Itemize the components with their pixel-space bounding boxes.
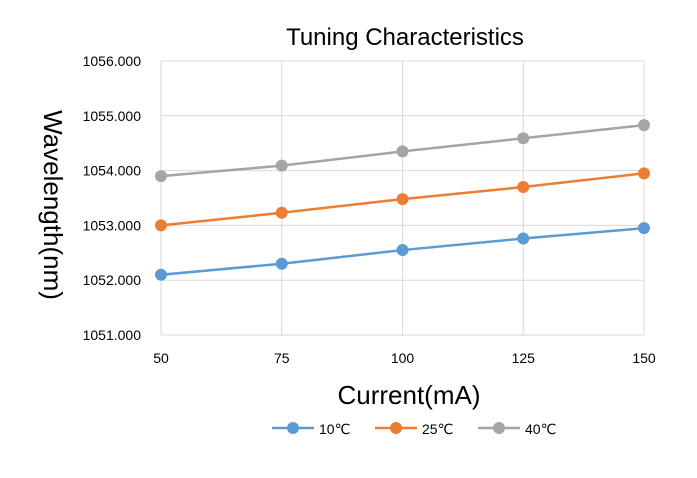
legend-marker xyxy=(493,422,505,434)
series-points xyxy=(155,119,650,281)
data-point xyxy=(275,257,288,270)
x-axis-label: Current(mA) xyxy=(337,380,480,410)
gridlines xyxy=(160,60,645,336)
chart-title: Tuning Characteristics xyxy=(286,24,524,51)
y-tick-label: 1052.000 xyxy=(83,272,142,288)
data-point xyxy=(275,206,288,219)
data-point xyxy=(396,193,409,206)
legend: 10℃ 25℃ 40℃ xyxy=(272,421,556,437)
y-tick-label: 1051.000 xyxy=(83,327,142,343)
y-tick-label: 1054.000 xyxy=(83,163,142,179)
y-axis-ticks: 1051.000 1052.000 1053.000 1054.000 1055.000… xyxy=(83,53,142,343)
y-tick-label: 1053.000 xyxy=(83,217,142,233)
data-point xyxy=(517,181,530,194)
legend-entry: 10℃ xyxy=(319,421,350,437)
data-point xyxy=(638,119,650,132)
data-point xyxy=(396,244,409,257)
data-point xyxy=(517,232,530,245)
data-point xyxy=(638,222,650,235)
legend-entry: 25℃ xyxy=(422,421,453,437)
data-point xyxy=(155,219,167,232)
legend-marker xyxy=(287,422,299,434)
data-point xyxy=(396,145,409,158)
x-tick-label: 50 xyxy=(153,350,169,366)
y-axis-label: Wavelength(nm) xyxy=(38,110,68,300)
x-tick-label: 150 xyxy=(632,350,656,366)
data-point xyxy=(275,159,288,172)
data-point xyxy=(155,170,167,183)
data-point xyxy=(517,132,530,145)
data-point xyxy=(155,268,167,281)
y-tick-label: 1056.000 xyxy=(83,53,142,69)
x-tick-label: 125 xyxy=(512,350,536,366)
legend-marker xyxy=(390,422,402,434)
legend-entry: 40℃ xyxy=(525,421,556,437)
data-point xyxy=(638,167,650,180)
y-tick-label: 1055.000 xyxy=(83,108,142,124)
x-tick-label: 75 xyxy=(274,350,290,366)
x-axis-ticks: 50 75 100 125 150 xyxy=(153,350,656,366)
x-tick-label: 100 xyxy=(391,350,415,366)
